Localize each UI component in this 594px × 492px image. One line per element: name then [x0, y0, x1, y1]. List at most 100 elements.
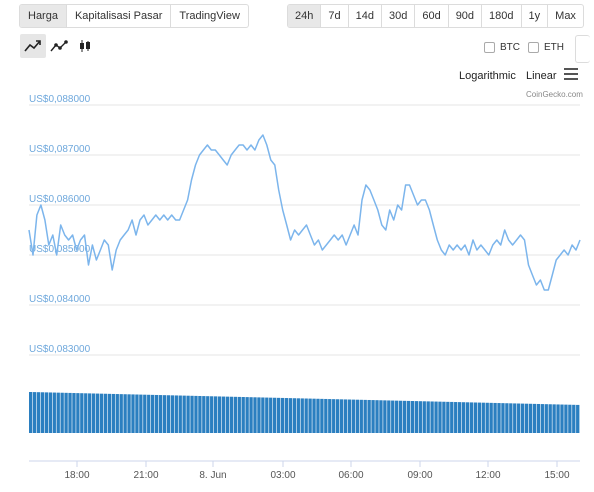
volume-bar: [332, 399, 336, 433]
volume-bar: [213, 396, 218, 433]
volume-bar: [426, 401, 430, 433]
volume-bar: [127, 394, 131, 433]
volume-bar: [473, 402, 478, 433]
range-60d-button[interactable]: 60d: [415, 5, 449, 27]
range-1y-button[interactable]: 1y: [522, 5, 549, 27]
volume-bar: [450, 401, 454, 433]
range-max-button[interactable]: Max: [555, 10, 576, 22]
volume-bar: [414, 401, 419, 433]
volume-bar: [391, 400, 395, 433]
volume-bar: [202, 396, 206, 433]
volume-bar: [513, 403, 517, 433]
compare-btc-checkbox[interactable]: BTC: [484, 42, 520, 53]
volume-bar: [446, 401, 450, 433]
volume-bar: [115, 394, 119, 433]
volume-bar: [284, 398, 289, 433]
volume-bar: [225, 396, 230, 433]
volume-bar: [36, 392, 41, 433]
volume-bar: [438, 401, 442, 433]
tab-tradingview[interactable]: TradingView: [179, 10, 240, 22]
volume-bar: [186, 395, 190, 433]
line-chart-button[interactable]: [20, 34, 46, 58]
volume-bar: [64, 392, 68, 433]
line-dots-chart-button[interactable]: [46, 34, 72, 58]
volume-bar: [190, 395, 194, 433]
volume-bar: [465, 402, 470, 433]
volume-bar: [151, 394, 155, 433]
btc-checkbox-box[interactable]: [484, 42, 495, 53]
volume-bar: [162, 395, 167, 433]
volume-bar: [469, 402, 474, 433]
volume-bar: [454, 402, 458, 433]
volume-bar: [489, 402, 493, 433]
volume-bar: [206, 396, 210, 433]
extra-options-box[interactable]: [575, 35, 590, 63]
volume-bar: [280, 397, 285, 433]
volume-bar: [29, 392, 33, 433]
volume-bar: [379, 400, 383, 433]
volume-bar: [60, 392, 64, 433]
y-tick-label: US$0,087000: [29, 144, 91, 155]
volume-bar: [461, 402, 466, 433]
volume-bar: [143, 394, 147, 433]
volume-bar: [442, 401, 446, 433]
volume-bar: [395, 400, 399, 433]
volume-bar: [398, 400, 403, 433]
volume-bar: [170, 395, 175, 433]
volume-bar: [292, 398, 297, 433]
volume-bar: [520, 403, 525, 433]
eth-checkbox-box[interactable]: [528, 42, 539, 53]
x-tick-label: 15:00: [544, 470, 569, 481]
volume-bar: [261, 397, 265, 433]
range-90d-button[interactable]: 90d: [449, 5, 483, 27]
volume-bar: [217, 396, 222, 433]
range-180d-button[interactable]: 180d: [482, 5, 522, 27]
volume-bar: [99, 393, 104, 433]
y-tick-label: US$0,083000: [29, 344, 91, 355]
y-tick-label: US$0,086000: [29, 194, 91, 205]
volume-bar: [548, 404, 552, 433]
volume-bar: [387, 400, 391, 433]
range-7d-button[interactable]: 7d: [321, 5, 349, 27]
volume-bar: [273, 397, 277, 433]
volume-bar: [40, 392, 45, 433]
volume-bar: [532, 403, 537, 433]
volume-bar: [229, 396, 234, 433]
volume-bar: [434, 401, 438, 433]
volume-bar: [383, 400, 387, 433]
line-chart-icon: [24, 40, 41, 52]
volume-bar: [359, 399, 363, 433]
line-dots-chart-icon: [50, 40, 68, 52]
volume-bar: [178, 395, 182, 433]
volume-bar: [111, 393, 115, 433]
volume-bar: [147, 394, 151, 433]
range-14d-button[interactable]: 14d: [349, 5, 382, 27]
view-tab-group: Harga Kapitalisasi Pasar TradingView: [19, 4, 249, 28]
range-24h-button[interactable]: 24h: [288, 5, 322, 27]
y-tick-label: US$0,088000: [29, 94, 91, 105]
volume-bar: [371, 400, 375, 433]
tab-harga[interactable]: Harga: [20, 5, 67, 27]
volume-bar: [139, 394, 143, 433]
volume-bar: [568, 404, 572, 433]
volume-bar: [158, 395, 163, 433]
range-30d-button[interactable]: 30d: [382, 5, 416, 27]
candlestick-chart-button[interactable]: [72, 34, 98, 58]
volume-bar: [343, 399, 348, 433]
volume-bar: [76, 393, 80, 433]
volume-bar: [316, 398, 320, 433]
volume-bar: [324, 398, 328, 433]
volume-bar: [517, 403, 521, 433]
volume-bar: [335, 399, 340, 433]
tab-kapitalisasi-pasar[interactable]: Kapitalisasi Pasar: [67, 5, 172, 27]
logarithmic-scale-button[interactable]: Logarithmic: [459, 70, 516, 82]
volume-bar: [269, 397, 273, 433]
volume-bar: [422, 401, 426, 433]
linear-scale-button[interactable]: Linear: [526, 70, 557, 82]
compare-eth-checkbox[interactable]: ETH: [528, 42, 564, 53]
volume-bar: [123, 394, 127, 433]
compare-btc-label: BTC: [500, 42, 520, 53]
volume-bar: [245, 397, 249, 433]
hamburger-menu-icon[interactable]: [564, 68, 578, 80]
